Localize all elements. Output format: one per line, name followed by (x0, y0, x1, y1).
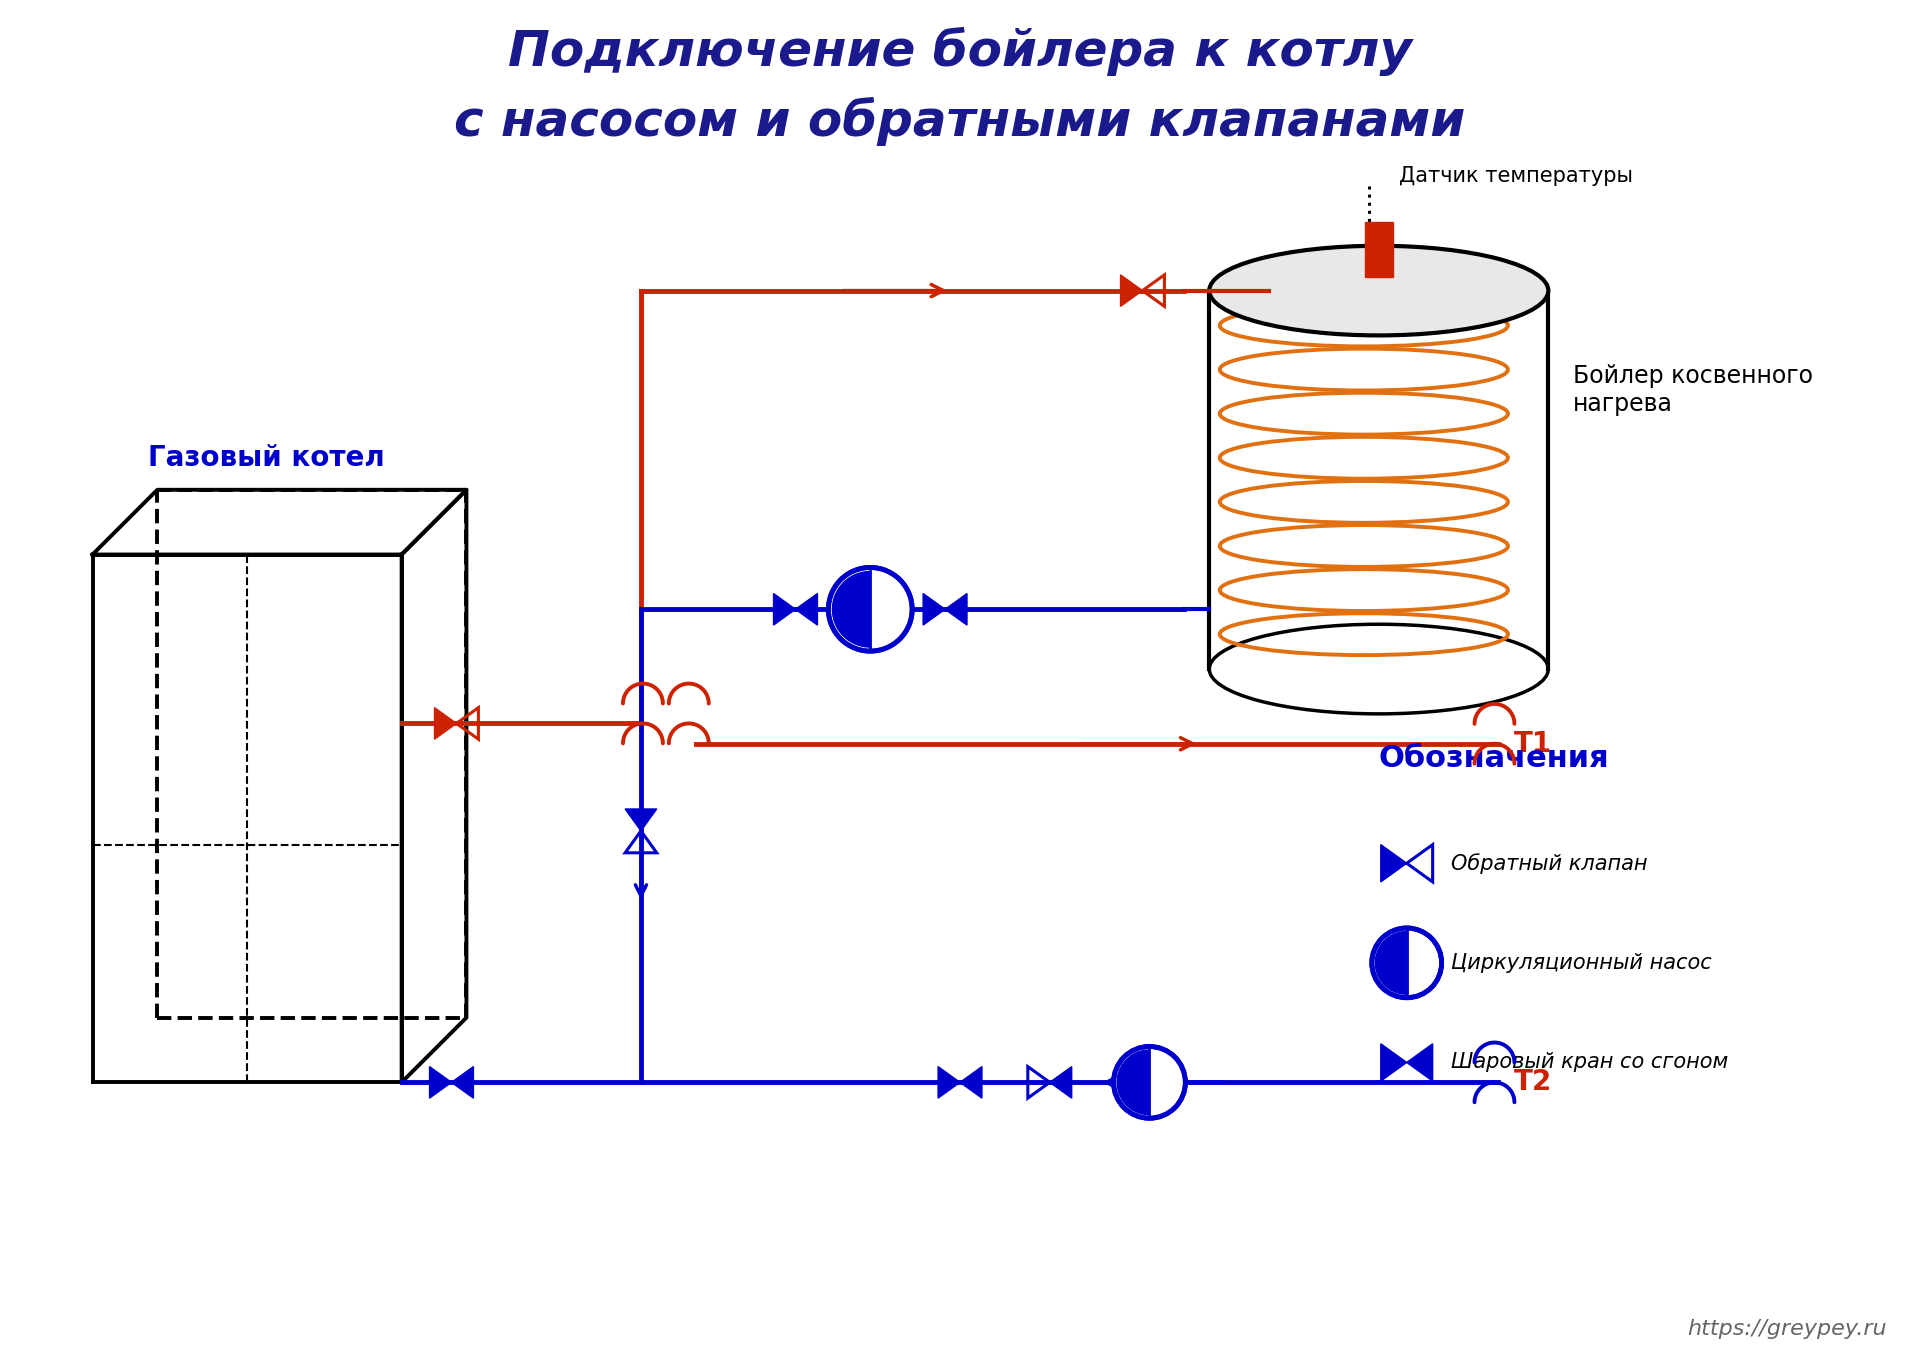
Polygon shape (451, 1067, 473, 1098)
Text: Обратный клапан: Обратный клапан (1451, 852, 1647, 874)
Polygon shape (924, 593, 945, 625)
Ellipse shape (1209, 246, 1549, 336)
Text: с насосом и обратными клапанами: с насосом и обратными клапанами (455, 97, 1466, 146)
Polygon shape (1375, 930, 1406, 994)
Polygon shape (1381, 1043, 1406, 1082)
Text: Шаровый кран со сгоном: Шаровый кран со сгоном (1451, 1053, 1728, 1072)
Polygon shape (1381, 844, 1406, 883)
Polygon shape (937, 1067, 961, 1098)
Polygon shape (1117, 1049, 1150, 1116)
Text: Обозначения: Обозначения (1379, 745, 1609, 773)
Text: Бойлер косвенного
нагрева: Бойлер косвенного нагрева (1574, 364, 1813, 416)
Text: T2: T2 (1514, 1068, 1551, 1097)
Polygon shape (1121, 274, 1142, 307)
Polygon shape (434, 708, 457, 739)
Polygon shape (945, 593, 966, 625)
Text: Подключение бойлера к котлу: Подключение бойлера к котлу (507, 27, 1412, 76)
Polygon shape (430, 1067, 451, 1098)
Polygon shape (625, 809, 656, 831)
Circle shape (1113, 1046, 1184, 1118)
Polygon shape (795, 593, 818, 625)
Text: Циркуляционный насос: Циркуляционный насос (1451, 953, 1711, 973)
Text: T1: T1 (1514, 730, 1551, 758)
Polygon shape (1406, 1043, 1433, 1082)
Polygon shape (831, 570, 870, 648)
Text: Газовый котел: Газовый котел (149, 443, 386, 472)
Polygon shape (961, 1067, 982, 1098)
Bar (1366, 222, 1393, 277)
Polygon shape (1049, 1067, 1073, 1098)
Polygon shape (774, 593, 795, 625)
Circle shape (828, 567, 912, 651)
Text: https://greypey.ru: https://greypey.ru (1688, 1319, 1887, 1339)
Text: Датчик температуры: Датчик температуры (1399, 166, 1632, 186)
Circle shape (1372, 928, 1441, 997)
